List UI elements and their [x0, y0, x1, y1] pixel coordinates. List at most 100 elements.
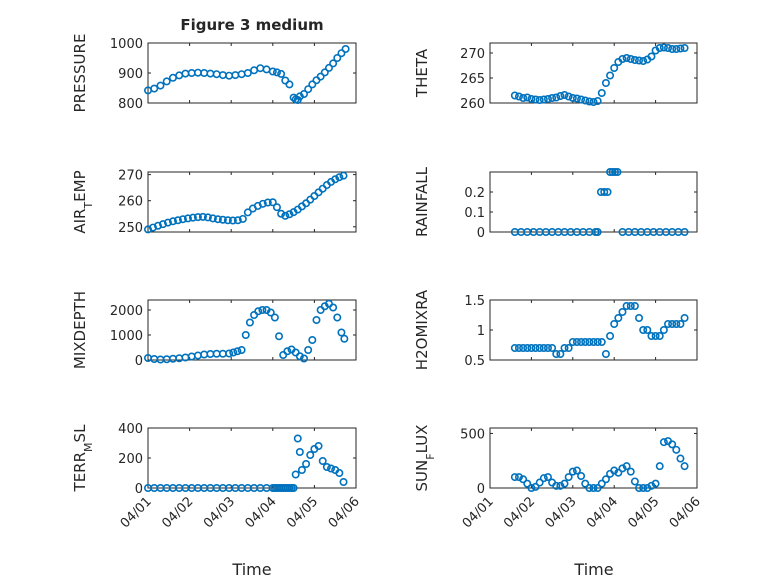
- terr-msl-series: [144, 434, 348, 492]
- terr-msl-y-tick-label: 400: [118, 422, 143, 437]
- theta-data-point: [676, 44, 685, 53]
- rainfall-series: [510, 168, 689, 237]
- sun-flux-data-point: [585, 483, 594, 492]
- theta-data-point: [664, 43, 673, 52]
- sun-flux-data-point: [676, 454, 685, 463]
- mixdepth-data-point: [266, 308, 275, 317]
- rainfall-data-point: [606, 168, 615, 177]
- h2omixra-data-point: [659, 325, 668, 334]
- air-temp-data-point: [193, 213, 202, 222]
- h2omixra-data-point: [626, 301, 635, 310]
- h2omixra-data-point: [618, 307, 627, 316]
- air-temp-y-tick-label: 250: [118, 221, 143, 236]
- sun-flux-data-point: [626, 467, 635, 476]
- air-temp-data-point: [228, 216, 237, 225]
- air-temp-data-point: [258, 199, 267, 208]
- h2omixra-data-point: [643, 325, 652, 334]
- rainfall-data-point: [603, 188, 612, 197]
- sun-flux-data-point: [543, 473, 552, 482]
- theta-data-point: [531, 95, 540, 104]
- air-temp-data-point: [188, 213, 197, 222]
- theta-data-point: [639, 56, 648, 65]
- theta-data-point: [626, 54, 635, 63]
- sun-flux-data-point: [581, 479, 590, 488]
- sun-flux-axes-frame: [489, 427, 698, 489]
- subplot-terr-msl: 0 200 400 TERRMSL 04/01 04/02 04/03 04/04 04/05 0…: [71, 422, 363, 531]
- mixdepth-data-point: [237, 345, 246, 354]
- theta-data-point: [519, 94, 528, 103]
- terr-msl-data-point: [302, 459, 311, 468]
- air-temp-y-tick-label: 260: [118, 195, 143, 210]
- mixdepth-axes-frame: [147, 299, 357, 361]
- theta-y-tick-label: 270: [460, 47, 485, 62]
- mixdepth-data-point: [340, 334, 349, 343]
- h2omixra-data-point: [572, 337, 581, 346]
- pressure-data-point: [316, 72, 325, 81]
- h2omixra-data-point: [560, 343, 569, 352]
- pressure-y-axis-label: PRESSURE: [71, 34, 89, 113]
- theta-data-point: [514, 92, 523, 101]
- pressure-data-point: [329, 59, 338, 68]
- h2omixra-data-point: [614, 313, 623, 322]
- air-temp-y-tick-label: 270: [118, 169, 143, 184]
- air-temp-data-point: [208, 214, 217, 223]
- pressure-data-point: [324, 63, 333, 72]
- h2omixra-data-point: [639, 325, 648, 334]
- theta-data-point: [647, 52, 656, 61]
- figure-title: Figure 3 medium: [180, 16, 323, 34]
- h2omixra-y-tick-label: 0.5: [464, 354, 485, 369]
- sun-flux-x-tick-label: 04/01: [460, 494, 497, 531]
- theta-data-point: [659, 43, 668, 52]
- sun-flux-data-point: [535, 478, 544, 487]
- h2omixra-data-point: [647, 331, 656, 340]
- theta-data-point: [589, 98, 598, 107]
- mixdepth-data-point: [283, 347, 292, 356]
- rainfall-axes-frame: [489, 171, 698, 233]
- mixdepth-data-point: [245, 318, 254, 327]
- h2omixra-data-point: [568, 337, 577, 346]
- sun-flux-data-point: [523, 479, 532, 488]
- theta-data-point: [668, 44, 677, 53]
- sun-flux-data-point: [552, 481, 561, 490]
- pressure-data-point: [341, 44, 350, 53]
- mixdepth-data-point: [299, 354, 308, 363]
- mixdepth-data-point: [254, 307, 263, 316]
- sun-flux-data-point: [514, 473, 523, 482]
- sun-flux-x-tick-label: 04/06: [667, 494, 704, 531]
- theta-data-point: [630, 55, 639, 64]
- sun-flux-data-point: [614, 468, 623, 477]
- theta-data-point: [535, 96, 544, 105]
- theta-data-point: [564, 92, 573, 101]
- sun-flux-data-point: [568, 467, 577, 476]
- theta-data-point: [539, 95, 548, 104]
- sun-flux-y-tick-label: 500: [460, 427, 485, 442]
- h2omixra-data-point: [552, 349, 561, 358]
- sun-flux-data-point: [672, 445, 681, 454]
- subplot-mixdepth: 0 1000 2000 MIXDEPTH: [71, 291, 357, 369]
- sun-flux-data-point: [597, 479, 606, 488]
- theta-data-point: [585, 97, 594, 106]
- mixdepth-data-point: [270, 313, 279, 322]
- h2omixra-data-point: [531, 343, 540, 352]
- theta-data-point: [655, 43, 664, 52]
- terr-msl-y-axis-label: TERRMSL: [71, 424, 95, 493]
- h2omixra-data-point: [548, 343, 557, 352]
- sun-flux-data-point: [601, 475, 610, 484]
- theta-data-point: [560, 91, 569, 100]
- theta-data-point: [597, 89, 606, 98]
- h2omixra-y-tick-label: 1: [477, 324, 485, 339]
- h2omixra-data-point: [577, 337, 586, 346]
- theta-data-point: [610, 64, 619, 73]
- mixdepth-data-point: [229, 348, 238, 357]
- pressure-data-point: [268, 67, 277, 76]
- h2omixra-data-point: [585, 337, 594, 346]
- air-temp-series: [144, 171, 348, 234]
- terr-msl-data-point: [289, 483, 298, 492]
- mixdepth-data-point: [295, 352, 304, 361]
- h2omixra-data-point: [597, 337, 606, 346]
- theta-series: [510, 43, 689, 107]
- h2omixra-data-point: [523, 343, 532, 352]
- theta-data-point: [680, 43, 689, 52]
- theta-y-axis-label: THETA: [413, 48, 431, 98]
- sun-flux-data-point: [630, 477, 639, 486]
